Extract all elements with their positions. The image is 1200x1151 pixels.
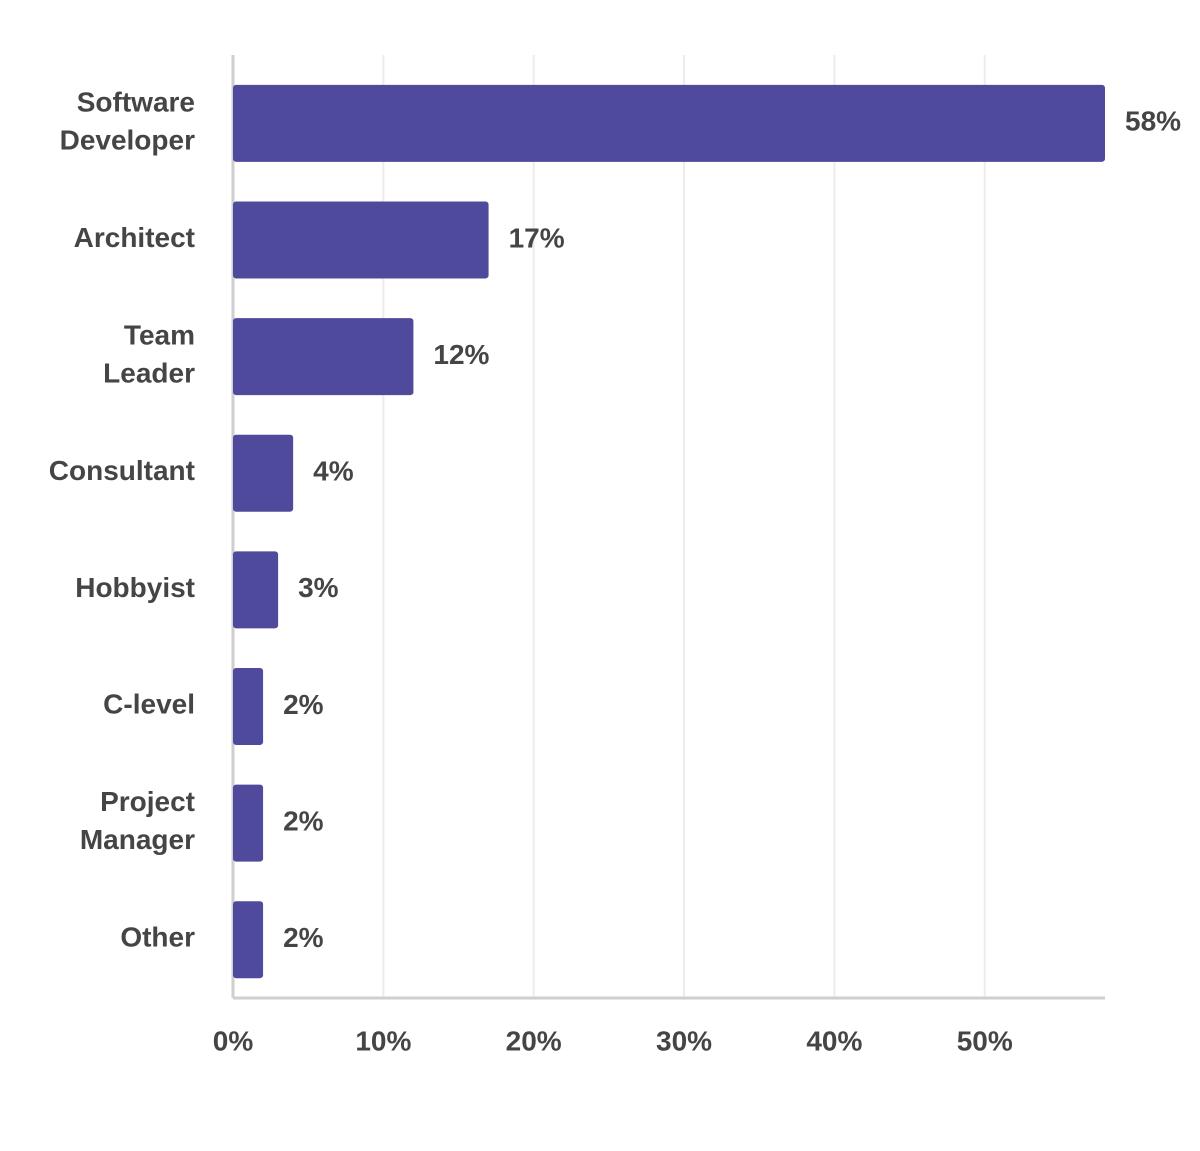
x-tick-label: 10% [355, 1025, 411, 1056]
y-tick-label: Consultant [49, 456, 195, 487]
value-label: 2% [283, 922, 324, 953]
y-tick-label: Team Leader [103, 320, 195, 389]
bar [233, 201, 489, 279]
bar [233, 901, 264, 979]
value-label: 58% [1125, 106, 1181, 137]
bar [233, 667, 264, 745]
x-tick-label: 20% [506, 1025, 562, 1056]
y-tick-label: Architect [74, 222, 195, 253]
bar [233, 84, 1105, 162]
x-tick-label: 0% [213, 1025, 254, 1056]
x-tick-label: 30% [656, 1025, 712, 1056]
y-tick-label: Software Developer [60, 87, 195, 156]
y-tick-label: Project Manager [80, 786, 195, 855]
bar [233, 784, 264, 862]
y-tick-label: C-level [103, 689, 195, 720]
value-label: 17% [509, 222, 565, 253]
y-tick-label: Other [120, 922, 195, 953]
bar [233, 434, 294, 512]
bar [233, 318, 414, 396]
value-label: 4% [313, 456, 354, 487]
value-label: 3% [298, 572, 339, 603]
value-label: 2% [283, 689, 324, 720]
x-tick-label: 40% [806, 1025, 862, 1056]
y-tick-label: Hobbyist [75, 572, 195, 603]
value-label: 12% [433, 339, 489, 370]
bar [233, 551, 279, 629]
value-label: 2% [283, 805, 324, 836]
x-tick-label: 50% [957, 1025, 1013, 1056]
